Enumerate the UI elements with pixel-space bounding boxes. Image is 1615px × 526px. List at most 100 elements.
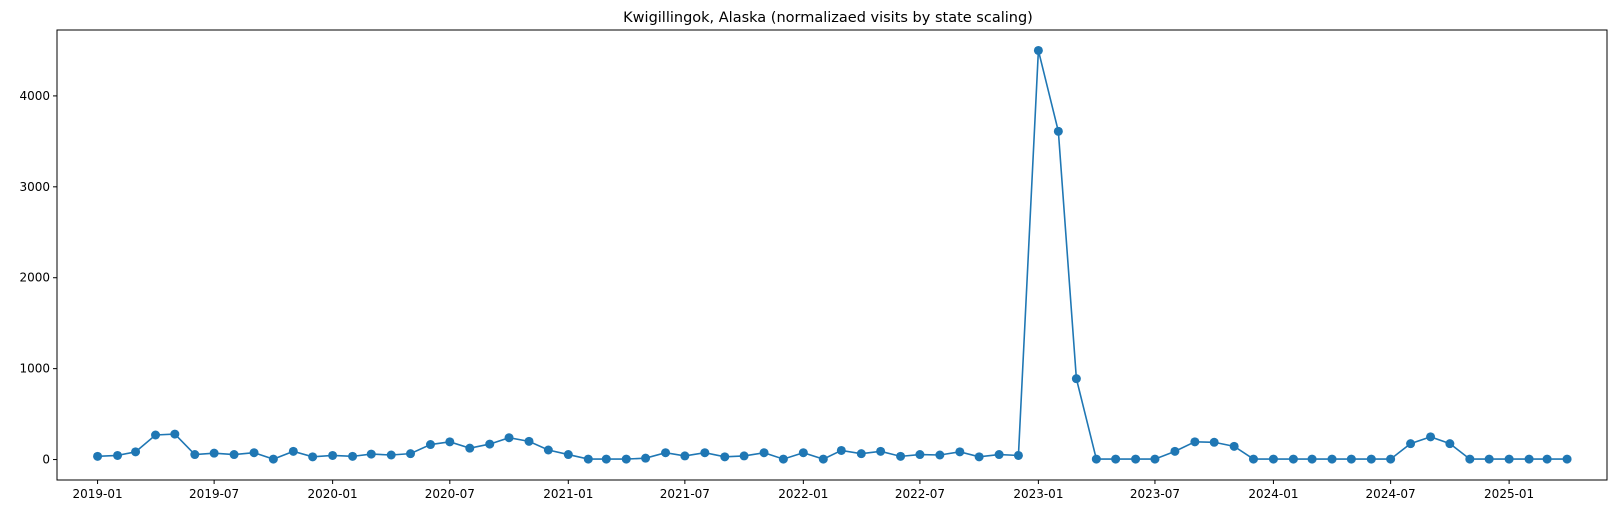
chart-title: Kwigillingok, Alaska (normalizaed visits…	[623, 10, 1033, 26]
x-axis: 2019-01 2019-07 2020-01 2020-07 2021-01 2021-…	[72, 480, 1534, 501]
data-point	[465, 443, 475, 453]
data-point	[700, 448, 710, 458]
data-point	[1209, 437, 1219, 447]
data-point	[1327, 454, 1337, 464]
data-point	[151, 430, 161, 440]
x-tick-label: 2020-01	[308, 487, 358, 501]
data-point	[1542, 454, 1552, 464]
data-point	[113, 450, 123, 460]
data-point	[915, 450, 925, 460]
data-point	[1268, 454, 1278, 464]
data-point	[1190, 437, 1200, 447]
data-point	[1307, 454, 1317, 464]
data-point	[543, 445, 553, 455]
data-point	[1445, 439, 1455, 449]
data-point	[406, 449, 416, 459]
series-line	[97, 50, 1568, 460]
data-point	[504, 433, 514, 443]
data-point	[1111, 454, 1121, 464]
data-point	[994, 450, 1004, 460]
data-point	[288, 446, 298, 456]
data-point	[896, 451, 906, 461]
data-point	[524, 436, 534, 446]
x-tick-label: 2019-01	[72, 487, 122, 501]
data-point	[1524, 454, 1534, 464]
data-point	[759, 448, 769, 458]
data-point	[425, 440, 435, 450]
data-point	[1465, 454, 1475, 464]
x-tick-label: 2024-01	[1248, 487, 1298, 501]
data-point	[720, 452, 730, 462]
data-point	[1248, 454, 1258, 464]
data-point	[641, 453, 651, 463]
data-point	[739, 451, 749, 461]
data-point	[1346, 454, 1356, 464]
data-point	[1170, 446, 1180, 456]
data-point	[563, 450, 573, 460]
data-point	[601, 454, 611, 464]
data-point	[1288, 454, 1298, 464]
data-point	[1053, 126, 1063, 136]
data-point	[876, 446, 886, 456]
x-tick-label: 2020-07	[425, 487, 475, 501]
data-point	[308, 452, 318, 462]
x-tick-label: 2025-01	[1484, 487, 1534, 501]
data-point	[366, 449, 376, 459]
x-tick-label: 2019-07	[189, 487, 239, 501]
data-point	[1033, 45, 1043, 55]
plot-frame	[56, 29, 1608, 481]
data-point	[1091, 454, 1101, 464]
data-point	[1484, 454, 1494, 464]
data-point	[955, 447, 965, 457]
data-point	[268, 454, 278, 464]
data-point	[661, 448, 671, 458]
x-tick-label: 2024-07	[1366, 487, 1416, 501]
data-point	[1386, 454, 1396, 464]
data-point	[798, 448, 808, 458]
y-tick-label: 0	[42, 453, 50, 467]
data-point	[1366, 454, 1376, 464]
data-point	[209, 448, 219, 458]
data-point	[1504, 454, 1514, 464]
data-point	[328, 450, 338, 460]
data-point	[1013, 450, 1023, 460]
x-tick-label: 2023-07	[1130, 487, 1180, 501]
y-tick-label: 4000	[19, 89, 50, 103]
data-point	[1229, 441, 1239, 451]
data-point	[170, 429, 180, 439]
x-tick-label: 2021-01	[543, 487, 593, 501]
data-point	[974, 452, 984, 462]
data-point	[1131, 454, 1141, 464]
data-point	[1426, 432, 1436, 442]
data-point	[1071, 374, 1081, 384]
data-point	[1406, 439, 1416, 449]
data-point	[935, 450, 945, 460]
data-point	[1562, 454, 1572, 464]
data-point	[386, 450, 396, 460]
x-tick-label: 2023-01	[1013, 487, 1063, 501]
x-tick-label: 2022-07	[895, 487, 945, 501]
data-point	[1150, 454, 1160, 464]
data-point	[583, 454, 593, 464]
data-point	[680, 451, 690, 461]
data-point	[818, 454, 828, 464]
data-point	[485, 439, 495, 449]
y-tick-label: 1000	[19, 362, 50, 376]
data-point	[778, 454, 788, 464]
x-tick-label: 2022-01	[778, 487, 828, 501]
data-point	[93, 451, 103, 461]
y-tick-label: 3000	[19, 180, 50, 194]
y-tick-label: 2000	[19, 271, 50, 285]
data-point	[836, 445, 846, 455]
data-point	[621, 454, 631, 464]
data-point	[131, 447, 141, 457]
x-tick-label: 2021-07	[660, 487, 710, 501]
y-axis: 0 1000 2000 3000 4000	[19, 89, 57, 467]
plot-area	[93, 45, 1572, 464]
data-point	[190, 450, 200, 460]
data-point	[445, 437, 455, 447]
data-point	[229, 450, 239, 460]
data-point	[856, 449, 866, 459]
data-point	[249, 448, 259, 458]
